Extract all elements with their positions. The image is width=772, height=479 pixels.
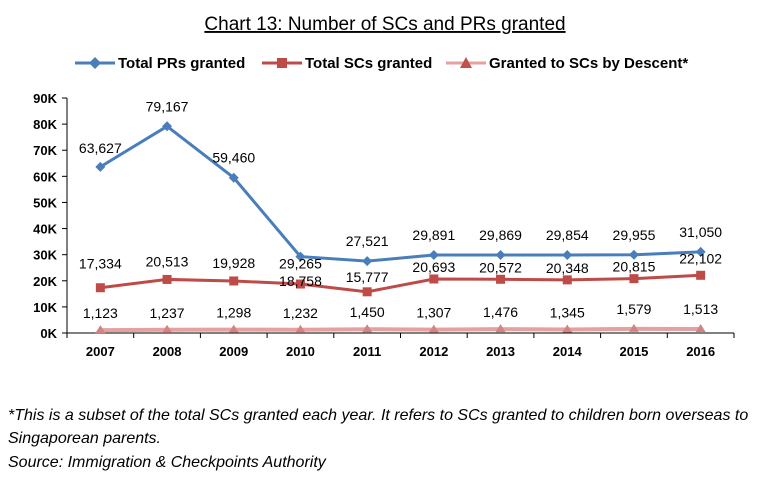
data-label: 1,450: [350, 304, 385, 320]
data-label: 15,777: [346, 269, 389, 285]
data-point-descent: [628, 323, 639, 332]
diamond-marker-icon: [89, 57, 101, 69]
data-point-scs: [362, 287, 372, 297]
data-label: 1,123: [83, 305, 118, 321]
x-tick-label: 2011: [353, 344, 381, 359]
y-tick-label: 90K: [33, 91, 57, 106]
data-label: 1,298: [216, 305, 251, 321]
square-marker-icon: [277, 58, 287, 68]
footnote-source: Source: Immigration & Checkpoints Author…: [8, 454, 326, 471]
legend-label-descent: Granted to SCs by Descent*: [489, 55, 688, 72]
y-tick-label: 80K: [33, 117, 57, 132]
data-point-scs: [562, 275, 572, 285]
series-line-0: [99, 124, 701, 263]
data-point-scs: [162, 274, 172, 284]
data-label: 29,891: [412, 227, 455, 243]
data-point-prs: [495, 250, 506, 261]
data-point-prs: [162, 121, 173, 132]
data-label: 1,345: [550, 304, 585, 320]
data-label: 29,854: [546, 227, 589, 243]
data-label: 1,307: [416, 305, 451, 321]
data-point-scs: [229, 276, 239, 286]
x-tick-label: 2015: [619, 344, 648, 359]
data-point-descent: [162, 324, 173, 333]
legend-item-prs: Total PRs granted: [75, 55, 245, 72]
data-label: 20,572: [479, 259, 522, 275]
data-label: 1,513: [683, 301, 718, 317]
data-point-prs: [428, 249, 439, 260]
data-point-descent: [228, 324, 239, 333]
x-tick-label: 2014: [553, 344, 583, 359]
data-point-prs: [695, 246, 706, 257]
data-point-descent: [695, 324, 706, 333]
data-point-descent: [95, 325, 106, 334]
chart-title: Chart 13: Number of SCs and PRs granted: [204, 14, 565, 35]
data-point-prs: [628, 249, 639, 260]
data-point-prs: [295, 251, 306, 262]
legend-label-scs: Total SCs granted: [305, 55, 432, 72]
data-label: 19,928: [212, 255, 255, 271]
y-tick-label: 20K: [33, 274, 57, 289]
data-point-descent: [562, 324, 573, 333]
legend-label-prs: Total PRs granted: [118, 55, 245, 72]
series-line-1: [100, 273, 701, 294]
data-label: 29,955: [613, 227, 656, 243]
data-label: 20,693: [412, 259, 455, 275]
data-label: 29,265: [279, 256, 322, 272]
legend-item-descent: Granted to SCs by Descent*: [446, 55, 688, 72]
data-point-prs: [95, 161, 106, 172]
data-label: 31,050: [679, 224, 722, 240]
data-point-descent: [495, 324, 506, 333]
data-label: 22,102: [679, 250, 722, 266]
footnote-note: *This is a subset of the total SCs grant…: [8, 407, 749, 447]
data-point-scs: [95, 283, 105, 293]
data-label: 1,476: [483, 304, 518, 320]
x-tick-label: 2016: [686, 344, 715, 359]
data-point-prs: [562, 250, 573, 261]
data-point-prs: [228, 172, 239, 183]
legend-item-scs: Total SCs granted: [262, 55, 432, 72]
y-tick-label: 70K: [33, 143, 57, 158]
data-label: 59,460: [212, 150, 255, 166]
x-tick-label: 2007: [86, 344, 115, 359]
data-label: 1,237: [150, 305, 185, 321]
x-tick-label: 2008: [153, 344, 182, 359]
x-tick-label: 2009: [219, 344, 248, 359]
x-tick-label: 2013: [486, 344, 515, 359]
data-label: 20,348: [546, 260, 589, 276]
data-label: 20,513: [146, 253, 189, 269]
data-label: 17,334: [79, 256, 122, 272]
x-tick-label: 2010: [286, 344, 315, 359]
y-tick-label: 40K: [33, 222, 57, 237]
data-label: 18,758: [279, 273, 322, 289]
series-line-2: [100, 326, 701, 333]
data-point-descent: [362, 324, 373, 333]
data-point-scs: [429, 274, 439, 284]
data-point-descent: [295, 324, 306, 333]
data-point-descent: [428, 324, 439, 333]
data-label: 29,869: [479, 227, 522, 243]
data-point-scs: [295, 279, 305, 289]
x-tick-label: 2012: [419, 344, 448, 359]
data-label: 20,815: [613, 259, 656, 275]
y-tick-label: 0K: [40, 326, 57, 341]
data-label: 79,167: [146, 98, 189, 114]
y-tick-label: 50K: [33, 195, 57, 210]
data-point-prs: [362, 256, 373, 267]
chart: Chart 13: Number of SCs and PRs granted …: [33, 14, 735, 359]
data-label: 1,232: [283, 305, 318, 321]
data-point-scs: [629, 274, 639, 284]
data-point-scs: [696, 270, 706, 280]
plot-area: 0K 10K 20K 30K 40K 50K 60K 70K 80K 90K 2007 2008 200…: [33, 91, 735, 359]
data-label: 1,579: [616, 301, 651, 317]
y-tick-label: 10K: [33, 300, 57, 315]
data-label: 27,521: [346, 233, 389, 249]
triangle-marker-icon: [460, 57, 472, 68]
legend: Total PRs granted Total SCs granted Gran…: [75, 55, 688, 72]
y-tick-label: 30K: [33, 248, 57, 263]
data-point-scs: [496, 274, 506, 284]
data-label: 63,627: [79, 140, 122, 156]
y-tick-label: 60K: [33, 169, 57, 184]
